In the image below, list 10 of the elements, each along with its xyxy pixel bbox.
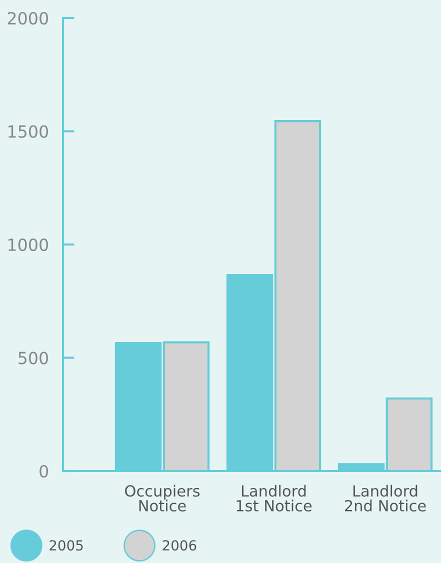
y-tick-label: 0 (40, 464, 48, 478)
y-tick-label: 1500 (8, 125, 48, 138)
x-tick-label: Landlord 1st Notice (236, 484, 312, 512)
legend-label: 2006 (162, 540, 196, 551)
y-tick-label: 2000 (8, 12, 48, 25)
y-tick-label: 1000 (8, 238, 48, 252)
y-tick-label: 500 (18, 352, 48, 364)
x-tick-label: Occupiers Notice (125, 484, 200, 512)
x-tick-label: Landlord 2nd Notice (344, 484, 426, 512)
legend-label: 2005 (50, 540, 83, 551)
